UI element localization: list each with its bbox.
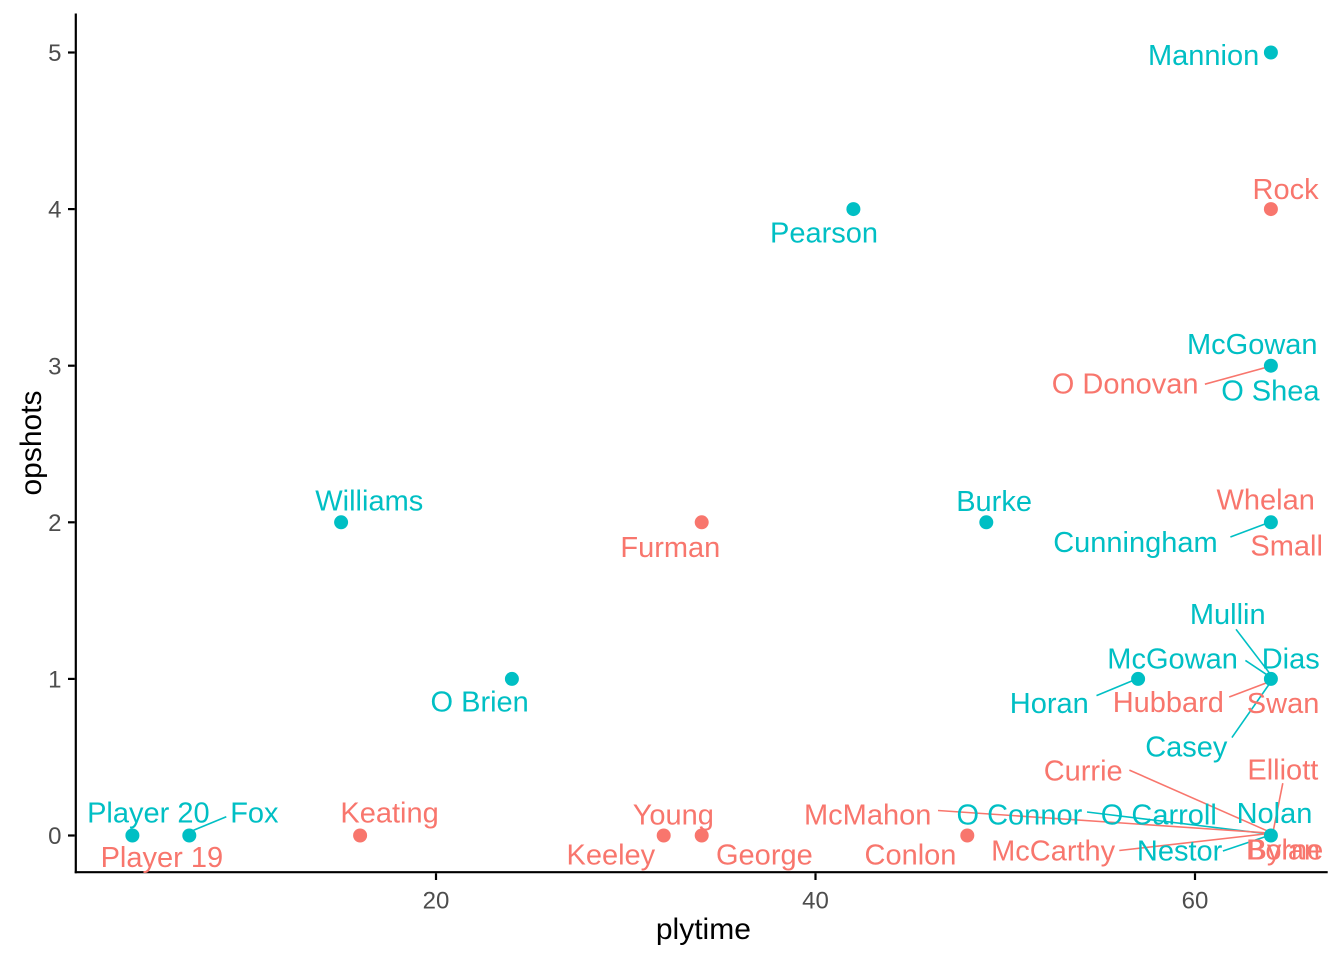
svg-text:McGowan: McGowan [1107,644,1238,676]
svg-text:Young: Young [633,799,714,831]
svg-text:O Connor: O Connor [957,799,1083,831]
svg-text:Burke: Burke [956,486,1032,518]
svg-text:Williams: Williams [315,486,423,518]
svg-text:Rock: Rock [1253,174,1320,206]
svg-text:2: 2 [48,510,61,537]
svg-text:Fox: Fox [230,798,279,830]
svg-text:Hubbard: Hubbard [1113,687,1224,719]
svg-text:Keeley: Keeley [567,839,656,871]
svg-text:Player 19: Player 19 [101,842,224,874]
svg-text:Cunningham: Cunningham [1053,527,1217,559]
svg-text:O Carroll: O Carroll [1101,799,1217,831]
svg-text:plytime: plytime [656,913,751,946]
svg-text:opshots: opshots [15,390,48,495]
svg-text:0: 0 [48,823,61,850]
svg-text:O Donovan: O Donovan [1052,369,1199,401]
svg-text:Bolan: Bolan [1246,835,1320,867]
svg-text:Small: Small [1250,531,1323,563]
svg-text:40: 40 [802,888,829,915]
svg-text:Mannion: Mannion [1148,40,1259,72]
svg-text:Player 20: Player 20 [87,798,210,830]
svg-text:60: 60 [1182,888,1209,915]
svg-text:Elliott: Elliott [1247,755,1318,787]
svg-text:1: 1 [48,667,61,694]
svg-text:4: 4 [48,197,61,224]
svg-text:McGowan: McGowan [1187,329,1318,361]
svg-text:O Brien: O Brien [431,687,529,719]
svg-text:Dias: Dias [1262,644,1320,676]
svg-text:3: 3 [48,353,61,380]
svg-text:Whelan: Whelan [1217,484,1315,516]
svg-text:Mullin: Mullin [1190,599,1266,631]
svg-text:Keating: Keating [340,798,438,830]
svg-text:Nolan: Nolan [1237,798,1313,830]
svg-text:George: George [716,839,813,871]
svg-text:McMahon: McMahon [804,799,931,831]
svg-text:Swan: Swan [1247,688,1320,720]
svg-text:Byrne: Byrne [1248,835,1324,867]
svg-text:Pearson: Pearson [770,218,878,250]
svg-text:Nestor: Nestor [1137,836,1223,868]
svg-text:Horan: Horan [1010,688,1089,720]
svg-text:Conlon: Conlon [865,839,957,871]
svg-text:Currie: Currie [1044,756,1123,788]
svg-text:McCarthy: McCarthy [991,836,1116,868]
svg-text:20: 20 [423,888,450,915]
svg-text:O Shea: O Shea [1221,376,1320,408]
svg-text:Casey: Casey [1145,732,1228,764]
svg-text:Furman: Furman [620,532,720,564]
svg-text:5: 5 [48,40,61,67]
